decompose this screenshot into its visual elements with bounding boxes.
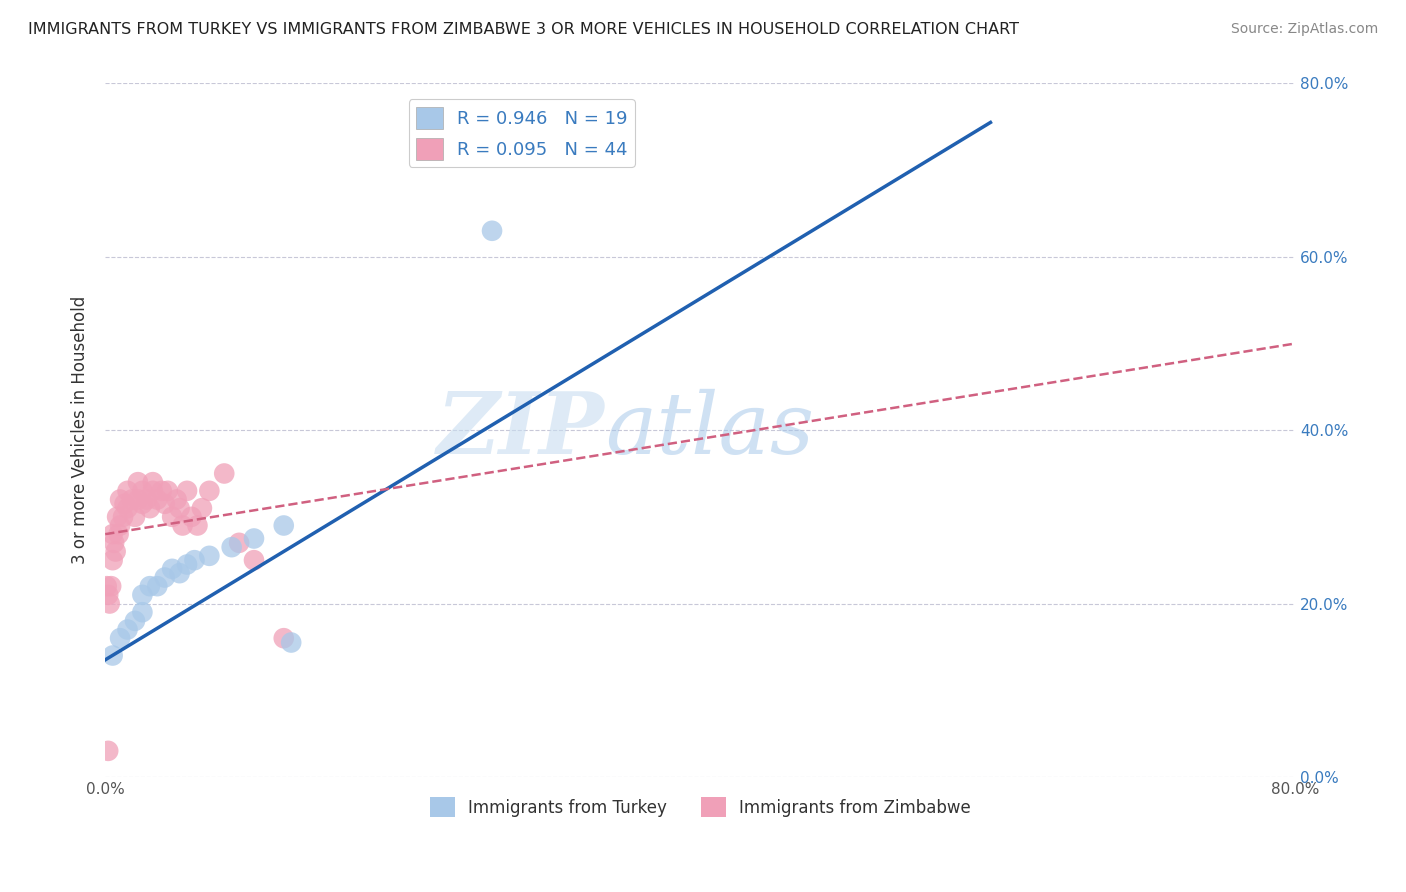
Point	[172, 518, 194, 533]
Point	[169, 501, 191, 516]
Legend: Immigrants from Turkey, Immigrants from Zimbabwe: Immigrants from Turkey, Immigrants from …	[423, 790, 977, 824]
Text: Source: ZipAtlas.com: Source: ZipAtlas.com	[1230, 22, 1378, 37]
Point	[212, 467, 235, 481]
Text: ZIP: ZIP	[437, 388, 605, 472]
Point	[117, 501, 139, 516]
Point	[228, 536, 250, 550]
Point	[98, 597, 121, 611]
Point	[131, 588, 153, 602]
Point	[107, 527, 129, 541]
Point	[166, 492, 188, 507]
Text: atlas: atlas	[605, 389, 814, 472]
Point	[124, 614, 146, 628]
Point	[146, 579, 169, 593]
Point	[243, 553, 266, 567]
Point	[108, 492, 131, 507]
Point	[96, 579, 118, 593]
Point	[97, 588, 120, 602]
Point	[108, 631, 131, 645]
Point	[160, 509, 183, 524]
Point	[198, 549, 221, 563]
Point	[146, 492, 169, 507]
Point	[127, 492, 149, 507]
Point	[101, 553, 124, 567]
Point	[101, 648, 124, 663]
Point	[139, 579, 162, 593]
Point	[131, 483, 153, 498]
Point	[139, 501, 162, 516]
Point	[97, 744, 120, 758]
Point	[221, 540, 243, 554]
Point	[131, 497, 153, 511]
Point	[101, 527, 124, 541]
Point	[280, 635, 302, 649]
Point	[117, 623, 139, 637]
Point	[103, 536, 125, 550]
Point	[135, 492, 157, 507]
Point	[114, 497, 136, 511]
Point	[191, 501, 214, 516]
Point	[186, 518, 208, 533]
Point	[243, 532, 266, 546]
Point	[121, 492, 143, 507]
Point	[273, 631, 295, 645]
Point	[108, 518, 131, 533]
Point	[131, 605, 153, 619]
Point	[150, 483, 173, 498]
Point	[169, 566, 191, 581]
Point	[124, 509, 146, 524]
Text: IMMIGRANTS FROM TURKEY VS IMMIGRANTS FROM ZIMBABWE 3 OR MORE VEHICLES IN HOUSEHO: IMMIGRANTS FROM TURKEY VS IMMIGRANTS FRO…	[28, 22, 1019, 37]
Point	[117, 483, 139, 498]
Point	[153, 570, 176, 584]
Point	[100, 579, 122, 593]
Point	[142, 483, 165, 498]
Point	[105, 509, 128, 524]
Point	[127, 475, 149, 490]
Point	[180, 509, 202, 524]
Point	[104, 544, 127, 558]
Point	[273, 518, 295, 533]
Point	[183, 553, 205, 567]
Point	[112, 509, 135, 524]
Point	[142, 475, 165, 490]
Y-axis label: 3 or more Vehicles in Household: 3 or more Vehicles in Household	[72, 296, 89, 565]
Point	[481, 224, 503, 238]
Point	[176, 558, 198, 572]
Point	[153, 497, 176, 511]
Point	[198, 483, 221, 498]
Point	[156, 483, 179, 498]
Point	[176, 483, 198, 498]
Point	[160, 562, 183, 576]
